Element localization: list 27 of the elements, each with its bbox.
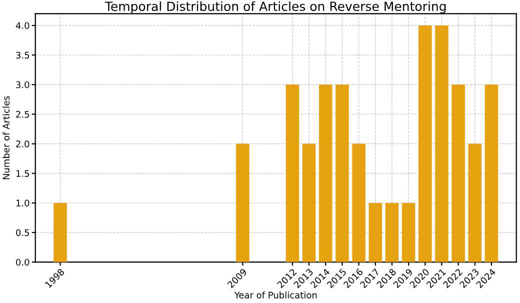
bar: [468, 144, 482, 262]
y-tick-label: 0.5: [16, 229, 30, 236]
bar: [336, 84, 349, 262]
bar: [318, 84, 332, 262]
y-tick-label: 2.0: [16, 140, 30, 148]
bar: [302, 144, 316, 262]
y-tick-label: 0.0: [16, 258, 30, 266]
y-tick-label: 3.0: [16, 81, 30, 88]
bar: [352, 144, 366, 262]
y-tick-label: 3.5: [16, 52, 30, 59]
y-tick-label: 1.5: [16, 170, 30, 177]
y-tick-label: 4.0: [16, 22, 30, 30]
bar: [368, 202, 382, 262]
bar: [54, 202, 67, 262]
bar: [385, 202, 399, 262]
bar: [484, 84, 498, 262]
bar: [435, 25, 448, 262]
chart-title: Temporal Distribution of Articles on Reverse Mentoring: [104, 1, 446, 14]
bar: [418, 25, 432, 262]
y-tick-label: 1.0: [16, 200, 30, 206]
bar: [236, 144, 250, 262]
x-axis-title: Year of Publication: [234, 291, 317, 298]
bar: [286, 84, 300, 262]
bar: [452, 84, 465, 262]
bar: [402, 202, 416, 262]
y-axis-title: Number of Articles: [2, 96, 10, 180]
y-tick-label: 2.5: [16, 110, 30, 118]
